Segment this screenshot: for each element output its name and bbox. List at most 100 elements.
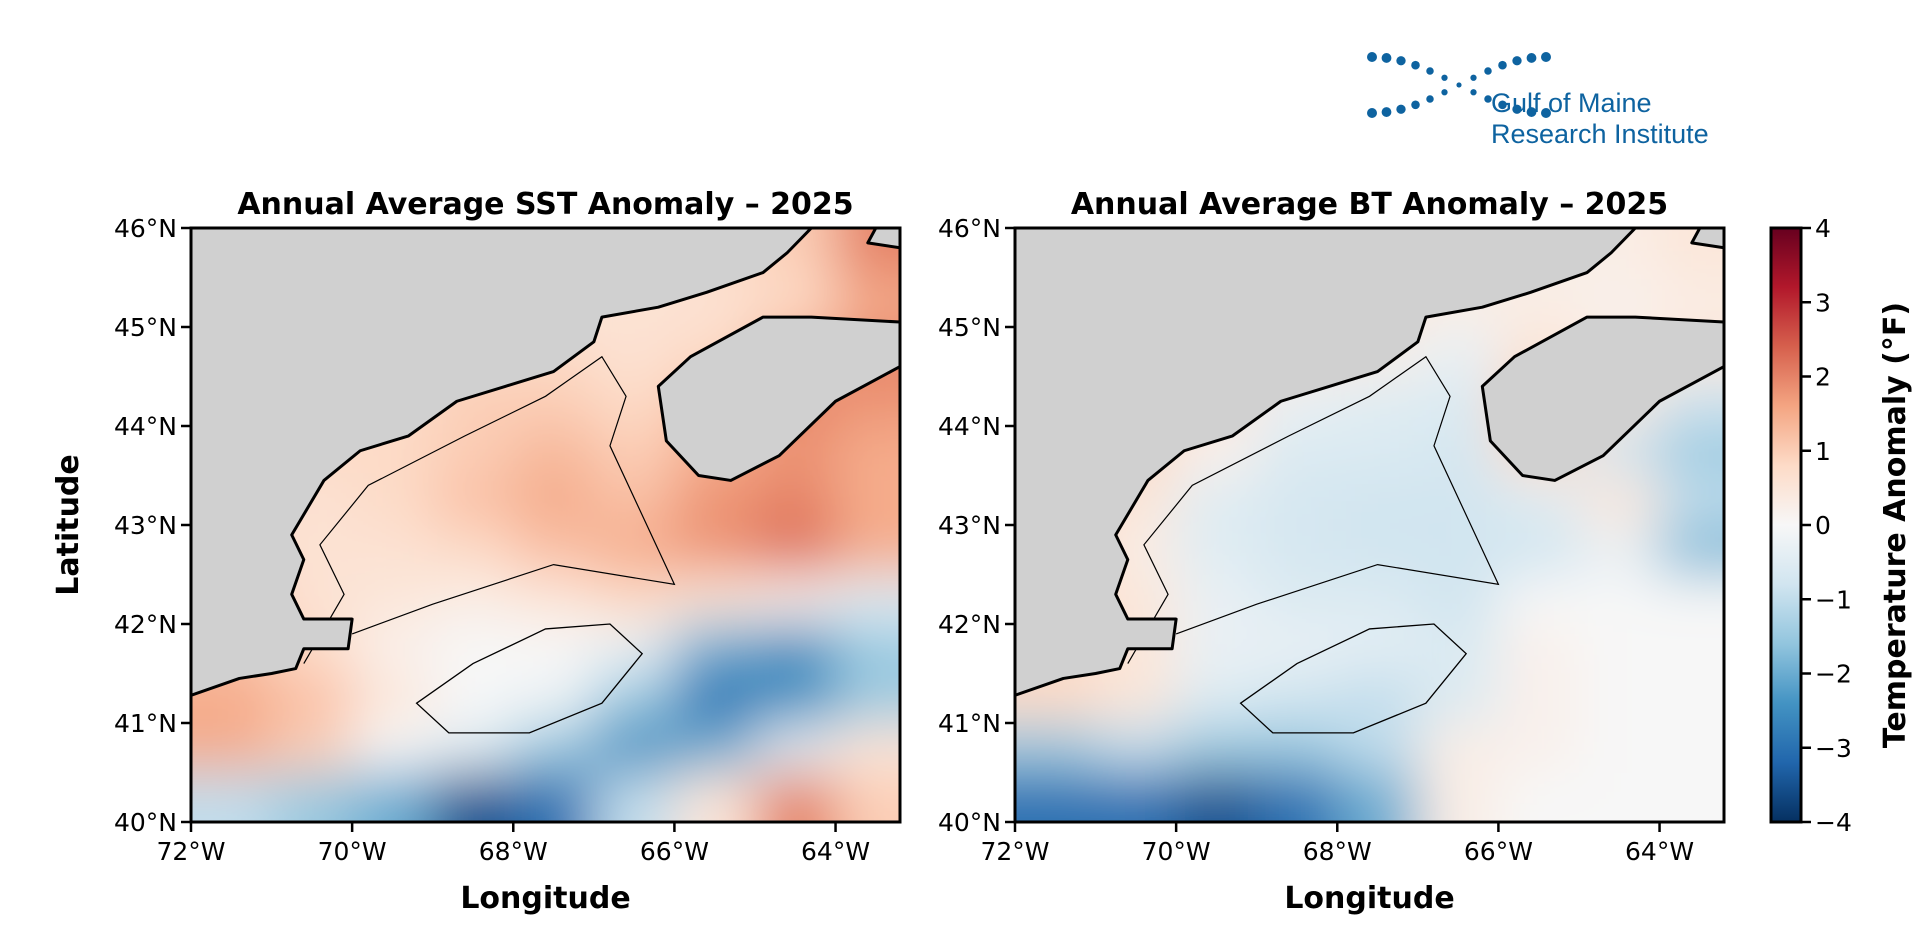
land-mass <box>656 315 900 482</box>
heatmap-cell <box>1659 426 1724 477</box>
x-tick-label: 72°W <box>980 837 1049 866</box>
heatmap-cell <box>674 525 756 576</box>
heatmap-cell <box>1256 723 1339 774</box>
colorbar-tick-label: 2 <box>1815 363 1831 392</box>
heatmap-cell <box>513 574 595 625</box>
heatmap-cell <box>674 475 756 526</box>
logo-dot <box>1367 108 1377 118</box>
heatmap-cell <box>1659 673 1724 724</box>
heatmap-cell <box>1176 525 1258 576</box>
heatmap-cell <box>674 574 756 625</box>
heatmap-cell <box>1498 574 1580 625</box>
heatmap-cell <box>1095 723 1178 774</box>
logo-dot <box>1484 67 1492 75</box>
depth-contour <box>415 623 644 734</box>
x-tick-label: 66°W <box>1464 837 1533 866</box>
gmri-logo: Gulf of Maine Research Institute <box>1367 52 1709 149</box>
heatmap-cell <box>1659 525 1724 576</box>
heatmap-cell <box>1417 624 1500 675</box>
y-tick-label: 46°N <box>114 214 177 243</box>
logo-dot <box>1526 107 1537 117</box>
heatmap-cell <box>1417 723 1500 774</box>
y-tick-label: 45°N <box>114 313 177 342</box>
y-tick-label: 40°N <box>938 808 1001 837</box>
heatmap-cell <box>754 772 837 822</box>
heatmap-cell <box>1256 525 1339 576</box>
heatmap-cell <box>754 525 837 576</box>
heatmap-cell <box>352 673 434 724</box>
heatmap-cell <box>271 723 354 774</box>
heatmap-cell <box>1578 525 1661 576</box>
map-title: Annual Average SST Anomaly – 2025 <box>237 187 853 222</box>
heatmap-cell <box>1015 772 1097 822</box>
y-tick-label: 40°N <box>114 808 177 837</box>
land-mass <box>1015 228 1637 697</box>
heatmap-cell <box>1176 772 1258 822</box>
heatmap-cell <box>513 624 595 675</box>
x-tick-label: 66°W <box>640 837 709 866</box>
y-tick-label: 42°N <box>114 610 177 639</box>
logo-dot <box>1541 52 1551 62</box>
y-tick-label: 46°N <box>938 214 1001 243</box>
heatmap-cell <box>513 723 595 774</box>
heatmap-cell <box>1256 673 1339 724</box>
colorbar-tick-label: −2 <box>1815 660 1852 689</box>
logo-line-1: Gulf of Maine <box>1491 88 1652 118</box>
logo-line-2: Research Institute <box>1491 119 1709 149</box>
heatmap-cell <box>1417 475 1500 526</box>
logo-dot <box>1411 100 1420 110</box>
heatmap-cell <box>835 624 900 675</box>
heatmap-cell <box>593 475 676 526</box>
bt-anomaly-map: Annual Average BT Anomaly – 2025 72°W 70°W… <box>938 187 1726 916</box>
helix-logo-icon <box>1367 52 1551 118</box>
heatmap-cell <box>1176 574 1258 625</box>
depth-contour <box>1127 355 1500 664</box>
heatmap-cell <box>432 426 515 477</box>
heatmap-cell <box>1498 673 1580 724</box>
heatmap-cell <box>835 772 900 822</box>
depth-contour <box>1239 623 1468 734</box>
heatmap-cell <box>1337 574 1419 625</box>
heatmap-cell <box>513 673 595 724</box>
heatmap-cell <box>1417 673 1500 724</box>
heatmap-cell <box>1256 426 1339 477</box>
heatmap-cell <box>835 475 900 526</box>
heatmap-cell <box>352 574 434 625</box>
logo-dot <box>1367 52 1377 62</box>
logo-dot <box>1498 100 1507 110</box>
land-mass <box>866 228 900 250</box>
logo-dot <box>1512 56 1522 66</box>
heatmap-cell <box>432 624 515 675</box>
y-tick-label: 42°N <box>938 610 1001 639</box>
y-axis-label: Latitude <box>51 454 86 596</box>
heatmap-cell <box>1659 475 1724 526</box>
colorbar-tick-label: 1 <box>1815 437 1831 466</box>
heatmap-cell <box>1337 624 1419 675</box>
heatmap-cell <box>1578 772 1661 822</box>
y-tick-label: 41°N <box>938 709 1001 738</box>
colorbar: 4 3 2 1 0 −1 −2 −3 −4 Temperature Anomaly (°F) <box>1769 214 1913 837</box>
colorbar-tick-label: 3 <box>1815 288 1831 317</box>
heatmap-cell <box>674 624 756 675</box>
heatmap-cell <box>1498 723 1580 774</box>
x-axis-label: Longitude <box>1284 881 1454 916</box>
y-tick-label: 43°N <box>938 511 1001 540</box>
heatmap-cell <box>513 426 595 477</box>
land-mass <box>1690 228 1724 250</box>
heatmap-cell <box>1337 475 1419 526</box>
heatmap-cell <box>1337 426 1419 477</box>
heatmap-cell <box>1176 475 1258 526</box>
x-tick-label: 64°W <box>801 837 870 866</box>
logo-dot <box>1396 56 1406 66</box>
heatmap-cell <box>1337 673 1419 724</box>
heatmap-cell <box>1498 772 1580 822</box>
heatmap-cell <box>1095 673 1178 724</box>
heatmap-cell <box>593 327 676 378</box>
heatmap-cell <box>352 723 434 774</box>
heatmap-cell <box>513 772 595 822</box>
heatmap-cell <box>1498 475 1580 526</box>
heatmap-cell <box>593 624 676 675</box>
y-tick-label: 41°N <box>114 709 177 738</box>
heatmap-cell <box>754 624 837 675</box>
heatmap-cell <box>835 525 900 576</box>
